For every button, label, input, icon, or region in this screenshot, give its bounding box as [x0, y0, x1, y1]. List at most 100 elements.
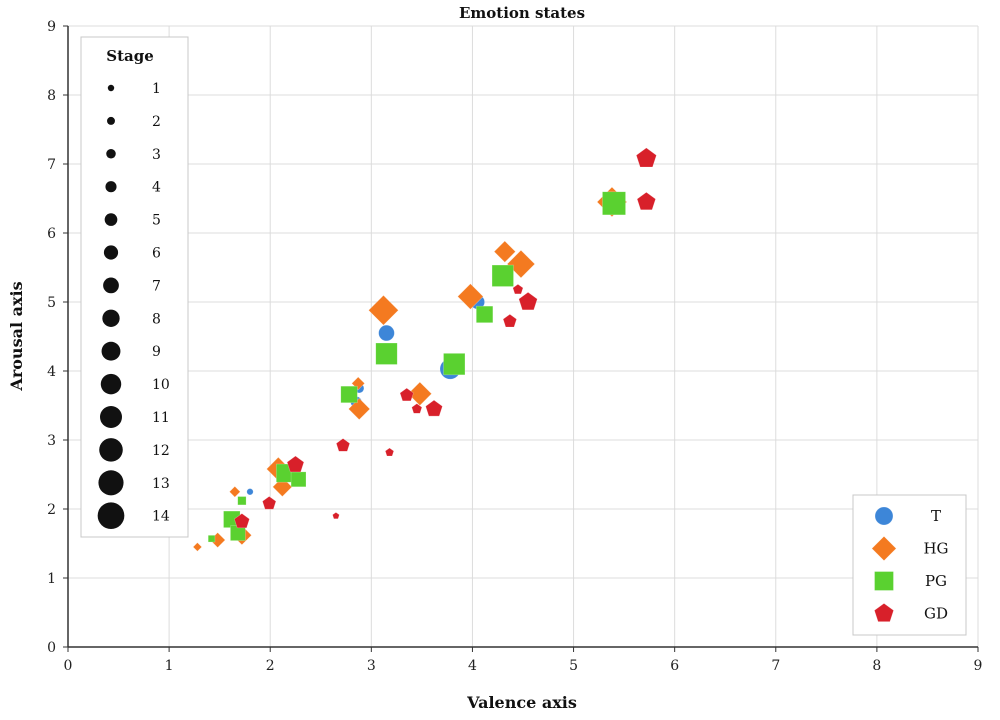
point-t: [246, 488, 254, 496]
point-gd: [512, 283, 524, 295]
size-legend-label: 1: [152, 81, 161, 97]
point-gd: [425, 399, 443, 417]
y-axis-title: Arousal axis: [7, 281, 26, 391]
point-gd: [635, 147, 657, 168]
point-gd: [502, 313, 517, 328]
group-legend-marker-pg: [874, 571, 894, 591]
point-hg: [493, 240, 516, 263]
x-tick-label: 9: [974, 658, 983, 674]
size-legend-label: 10: [152, 377, 170, 393]
size-legend-label: 14: [152, 509, 170, 525]
point-pg: [340, 385, 358, 404]
group-legend-label: HG: [923, 540, 948, 558]
x-tick-label: 7: [771, 658, 780, 674]
size-legend-box: [80, 36, 189, 538]
group-legend-label: T: [931, 507, 941, 525]
size-legend-title: Stage: [106, 47, 154, 65]
point-pg: [443, 353, 466, 376]
grid: [67, 25, 979, 648]
size-legend-label: 11: [152, 410, 170, 426]
point-gd: [518, 291, 538, 311]
series-gd: [233, 147, 657, 529]
point-hg: [192, 542, 203, 552]
group-legend-label: PG: [925, 572, 947, 590]
x-tick-label: 3: [367, 658, 376, 674]
axes: [67, 26, 978, 648]
size-legend-label: 5: [152, 213, 161, 229]
size-legend-label: 12: [152, 443, 170, 459]
size-legend-label: 2: [152, 114, 161, 130]
point-gd: [399, 387, 414, 402]
group-legend-marker-hg: [871, 535, 897, 562]
size-legend-marker: [107, 84, 115, 92]
y-tick-label: 2: [47, 502, 56, 518]
y-tick-label: 5: [47, 295, 56, 311]
size-legend-marker: [100, 406, 122, 428]
point-pg: [290, 471, 307, 488]
point-pg: [602, 191, 626, 216]
size-legend-marker: [99, 438, 123, 462]
y-tick-label: 1: [47, 571, 56, 587]
size-legend-marker: [102, 309, 120, 327]
group-legend-marker-gd: [874, 603, 894, 622]
size-legend-marker: [104, 213, 118, 226]
y-tick-label: 3: [47, 433, 56, 449]
size-legend-marker: [97, 502, 125, 530]
y-tick-label: 0: [47, 640, 56, 656]
y-tick-label: 9: [47, 19, 56, 35]
point-gd: [636, 191, 656, 211]
size-legend-label: 7: [152, 278, 161, 294]
point-pg: [476, 305, 494, 323]
point-hg: [348, 397, 371, 421]
chart-title: Emotion states: [459, 4, 585, 22]
x-tick-label: 6: [670, 658, 679, 674]
y-tick-label: 4: [47, 364, 56, 380]
point-gd: [332, 511, 340, 520]
point-pg: [207, 535, 216, 543]
point-gd: [384, 447, 395, 457]
point-gd: [411, 403, 423, 414]
x-tick-label: 8: [872, 658, 881, 674]
y-tick-labels: 0 1 2 3 4 5 6 7 8 9: [47, 19, 68, 656]
data-points: [192, 147, 657, 552]
y-tick-label: 8: [47, 88, 56, 104]
point-hg: [272, 476, 293, 497]
size-legend-marker: [103, 245, 119, 260]
point-hg: [407, 381, 432, 406]
y-tick-label: 6: [47, 226, 56, 242]
x-tick-label: 4: [468, 658, 477, 674]
size-legend-label: 6: [152, 246, 161, 262]
point-hg: [229, 485, 241, 498]
size-legend-marker: [100, 373, 122, 395]
size-legend-marker: [105, 181, 117, 193]
point-pg: [491, 264, 514, 287]
point-hg: [506, 249, 536, 279]
size-legend-label: 9: [152, 344, 161, 360]
plot-area: [68, 26, 978, 647]
x-tick-label: 0: [64, 658, 73, 674]
size-legend-marker: [98, 470, 124, 496]
group-legend-marker-t: [874, 506, 894, 526]
group-legend-label: GD: [924, 605, 948, 623]
point-gd: [233, 513, 250, 529]
group-legend-box: [852, 494, 967, 636]
y-tick-label: 7: [47, 157, 56, 173]
x-tick-label: 1: [165, 658, 174, 674]
point-t: [378, 324, 395, 342]
x-tick-labels: 0 1 2 3 4 5 6 7 8 9: [64, 647, 983, 674]
size-legend-label: 3: [152, 147, 161, 163]
point-gd: [286, 455, 305, 473]
size-legend-marker: [106, 149, 116, 159]
point-gd: [335, 438, 351, 452]
group-legend: T HG PG GD: [852, 494, 967, 636]
point-pg: [375, 342, 398, 365]
size-legend-marker: [101, 341, 121, 361]
size-legend-marker: [103, 277, 119, 294]
point-hg: [457, 283, 484, 310]
point-hg: [368, 295, 399, 326]
point-gd: [262, 496, 277, 510]
x-axis-title: Valence axis: [466, 693, 577, 712]
size-legend-label: 4: [152, 180, 161, 196]
